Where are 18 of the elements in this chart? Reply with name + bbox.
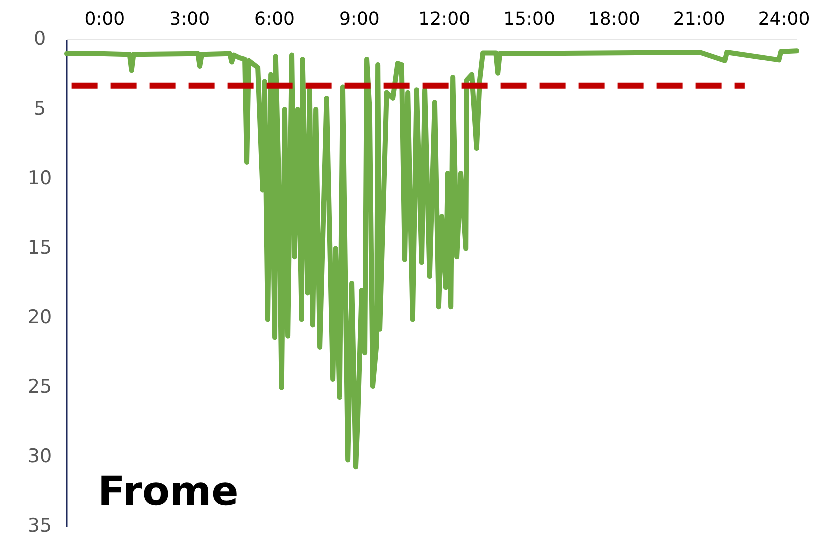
x-tick-label: 24:00 bbox=[758, 8, 810, 30]
y-tick-label: 30 bbox=[28, 446, 52, 468]
y-tick-label: 35 bbox=[28, 515, 52, 535]
x-tick-label: 12:00 bbox=[418, 8, 471, 30]
x-tick-label: 6:00 bbox=[254, 8, 295, 30]
y-tick-label: 10 bbox=[28, 167, 52, 190]
x-tick-label: 3:00 bbox=[170, 8, 210, 30]
y-tick-label: 0 bbox=[34, 28, 46, 50]
text: Frome bbox=[98, 469, 239, 515]
x-tick-label: 21:00 bbox=[673, 8, 726, 30]
y-tick-label: 5 bbox=[34, 98, 46, 120]
x-tick-label: 18:00 bbox=[588, 8, 640, 30]
y-tick-label: 20 bbox=[28, 306, 52, 328]
y-tick-label: 15 bbox=[28, 236, 52, 259]
x-tick-label: 0:00 bbox=[84, 8, 126, 30]
x-tick-label: 9:00 bbox=[339, 8, 380, 30]
x-tick-label: 15:00 bbox=[504, 8, 556, 30]
y-tick-label: 25 bbox=[28, 376, 52, 398]
